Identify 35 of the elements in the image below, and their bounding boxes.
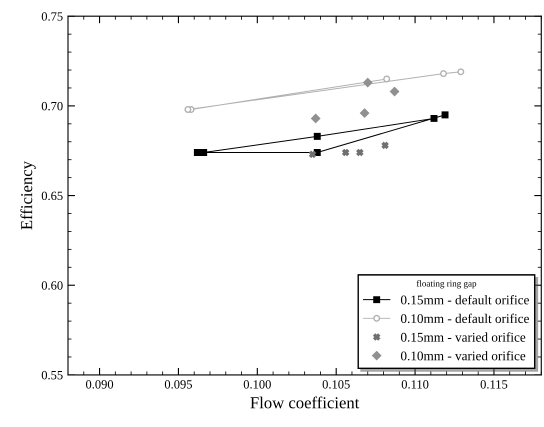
point — [356, 149, 364, 156]
point — [430, 114, 438, 122]
y-axis-title: Efficiency — [20, 161, 36, 230]
point — [382, 142, 389, 149]
point — [363, 78, 372, 88]
point — [383, 76, 390, 82]
legend-title: floating ring gap — [416, 280, 476, 288]
legend-label: 0.10mm - varied orifice — [400, 350, 526, 360]
point — [311, 114, 320, 124]
legend-label: 0.15mm - default orifice — [400, 295, 529, 304]
x-tick-label: 0.110 — [402, 380, 428, 389]
x-tick-label: 0.095 — [164, 380, 192, 389]
legend-label: 0.15mm - varied orifice — [400, 332, 526, 342]
point — [390, 86, 400, 96]
x-tick-label: 0.105 — [322, 380, 350, 389]
y-tick-label: 0.60 — [42, 281, 63, 290]
x-axis-title: Flow coefficient — [250, 396, 360, 408]
y-tick-label: 0.70 — [42, 102, 63, 110]
point — [194, 149, 201, 156]
point — [184, 106, 192, 113]
x-tick-label: 0.115 — [480, 380, 508, 389]
point — [360, 108, 370, 118]
point — [457, 68, 464, 76]
x-tick-label: 0.090 — [86, 380, 114, 389]
y-tick-label: 0.55 — [42, 370, 63, 380]
legend-label: 0.10mm - default orifice — [400, 314, 529, 324]
y-tick-label: 0.65 — [42, 192, 63, 200]
point — [314, 132, 321, 140]
point — [309, 150, 316, 158]
point — [442, 111, 449, 118]
point — [440, 70, 447, 78]
y-tick-label: 0.75 — [42, 12, 63, 21]
point — [200, 149, 208, 156]
point — [342, 149, 350, 156]
x-tick-label: 0.100 — [244, 380, 271, 389]
